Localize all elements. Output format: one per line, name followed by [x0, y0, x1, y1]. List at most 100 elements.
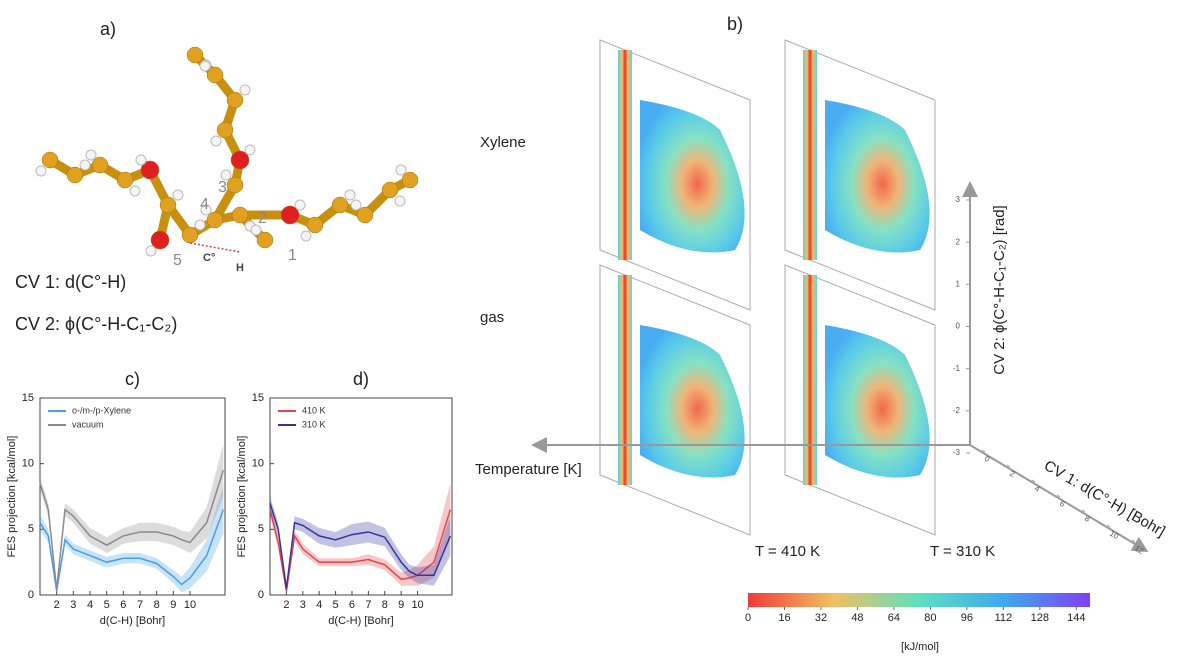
x-tick-label: 7	[137, 599, 143, 611]
hydrogen	[80, 160, 90, 170]
fes-panels	[600, 40, 935, 535]
hydrogen	[245, 145, 255, 155]
atom	[382, 182, 398, 198]
x-tick-label: 6	[120, 599, 126, 611]
hydrogen	[146, 246, 156, 256]
atom	[117, 172, 133, 188]
y-tick-label: 10	[22, 458, 34, 470]
colorbar-tick-label: 112	[995, 612, 1013, 624]
atom-label: 3	[218, 179, 227, 196]
tick-label: 12	[1133, 544, 1146, 557]
temperature-label: T = 410 K	[755, 543, 820, 560]
colorbar-tick-label: 96	[961, 612, 973, 624]
colorbar-tick-label: 64	[888, 612, 900, 624]
legend-label: 410 K	[302, 405, 326, 415]
x-tick-label: 4	[87, 599, 93, 611]
x-tick-label: 8	[154, 599, 160, 611]
atom-label: 2	[258, 210, 267, 227]
hydrogen	[301, 231, 311, 241]
hydrogen	[395, 196, 405, 206]
y-tick-label: 15	[22, 392, 34, 404]
x-tick-label: 3	[300, 599, 306, 611]
y-tick-label: 5	[258, 523, 264, 535]
y-axis-label: FES projection [kcal/mol]	[236, 436, 248, 558]
atom	[217, 122, 233, 138]
hydrogen	[295, 200, 305, 210]
atom	[160, 197, 176, 213]
y-tick-label: 10	[252, 458, 264, 470]
atom-label: 1	[288, 247, 297, 264]
atom-label: H	[236, 262, 244, 274]
atom	[257, 232, 273, 248]
panel-label: a)	[100, 19, 116, 39]
x-tick-label: 10	[184, 599, 196, 611]
atom	[187, 47, 203, 63]
x-tick-label: 4	[316, 599, 322, 611]
atom	[207, 212, 223, 228]
colorbar-tick-label: 16	[778, 612, 790, 624]
hydrogen	[396, 165, 406, 175]
colorbar-tick-label: 48	[851, 612, 863, 624]
hydrogen	[195, 220, 205, 230]
colorbar-tick-label: 144	[1067, 612, 1085, 624]
legend-label: o-/m-/p-Xylene	[72, 405, 131, 415]
x-tick-label: 6	[349, 599, 355, 611]
x-tick-label: 9	[170, 599, 176, 611]
panel-label: b)	[727, 14, 743, 34]
hydrogen	[345, 190, 355, 200]
colorbar-tick-label: 32	[815, 612, 827, 624]
chart-title: c)	[125, 369, 140, 389]
tick-label: 1	[956, 279, 961, 288]
x-tick-label: 8	[382, 599, 388, 611]
atom-label: C°	[203, 252, 215, 264]
x-tick-label: 7	[365, 599, 371, 611]
row-label: gas	[480, 309, 504, 326]
atom	[92, 157, 108, 173]
atom	[227, 92, 243, 108]
tick-label: -2	[953, 406, 961, 415]
tick-label: 0	[956, 322, 961, 331]
tick-label: 6	[1058, 499, 1067, 509]
temperature-label: T = 310 K	[930, 543, 995, 560]
tick-label: 8	[1083, 514, 1092, 524]
tick-label: 3	[956, 195, 961, 204]
tick-label: 0	[983, 454, 992, 464]
figure: a) b) 1 2 3 4 5 C° H CV 1: d(C°-H) CV 2:…	[0, 0, 1195, 659]
hydrogen	[86, 150, 96, 160]
x-tick-label: 2	[283, 599, 289, 611]
fes-stripe	[618, 275, 632, 485]
tick-label: 4	[1033, 484, 1042, 494]
legend-label: vacuum	[72, 419, 104, 429]
fes-stripe	[803, 50, 817, 260]
atom	[67, 167, 83, 183]
atom	[402, 172, 418, 188]
atom	[232, 207, 248, 223]
colorbar-tick-label: 0	[745, 612, 751, 624]
axis-label: CV 2: ϕ(C°-H-C₁-C₂) [rad]	[991, 205, 1008, 374]
x-tick-label: 5	[333, 599, 339, 611]
atom	[307, 217, 323, 233]
cv-definition: CV 2: ϕ(C°-H-C₁-C₂)	[15, 314, 177, 334]
tick-label: 10	[1108, 529, 1121, 542]
atom	[182, 227, 198, 243]
y-tick-label: 5	[28, 523, 34, 535]
x-tick-label: 5	[104, 599, 110, 611]
y-tick-label: 0	[258, 589, 264, 601]
h-bond	[190, 243, 240, 252]
y-tick-label: 0	[28, 589, 34, 601]
x-tick-label: 2	[54, 599, 60, 611]
hydrogen	[211, 136, 221, 146]
cv-definition: CV 1: d(C°-H)	[15, 272, 126, 292]
x-axis-label: d(C-H) [Bohr]	[328, 615, 393, 627]
atom	[227, 177, 243, 193]
hydrogen	[36, 166, 46, 176]
hydrogen	[200, 61, 210, 71]
hydrogen	[173, 190, 183, 200]
y-tick-label: 15	[252, 392, 264, 404]
tick-label: -3	[953, 448, 961, 457]
x-tick-label: 9	[398, 599, 404, 611]
y-axis-label: FES projection [kcal/mol]	[6, 436, 18, 558]
atom	[42, 152, 58, 168]
tick-label: 2	[1008, 469, 1017, 479]
colorbar-tick-label: 128	[1031, 612, 1049, 624]
